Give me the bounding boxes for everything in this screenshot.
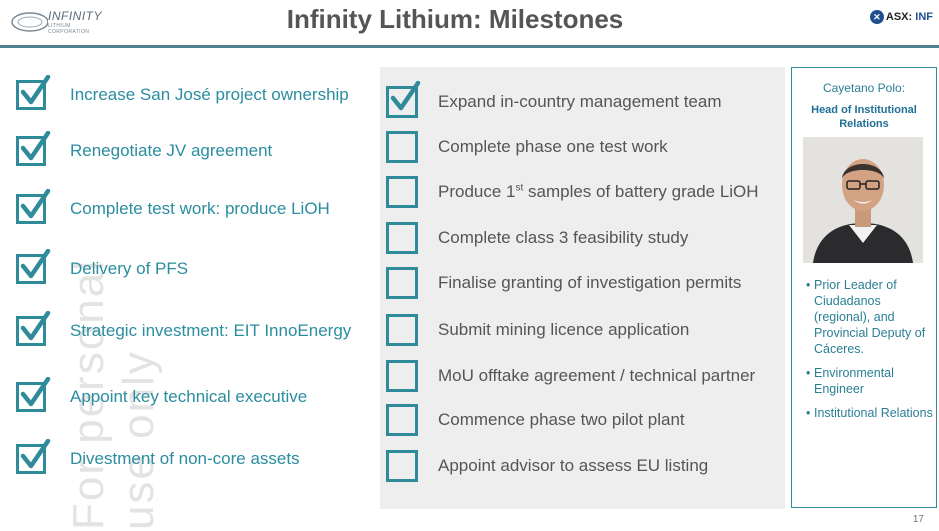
completed-milestone-item: Appoint key technical executive	[16, 377, 308, 412]
milestone-checkbox	[386, 222, 418, 254]
milestone-label: Expand in-country management team	[438, 92, 722, 111]
upcoming-milestone-item: MoU offtake agreement / technical partne…	[386, 360, 755, 392]
profile-bullet-text: Environmental Engineer	[814, 366, 894, 396]
company-logo: INFINITY LITHIUM CORPORATION	[8, 6, 104, 40]
checkmark-icon	[20, 75, 51, 105]
slide-header: INFINITY LITHIUM CORPORATION Infinity Li…	[0, 0, 939, 48]
milestone-label-pre: Produce 1	[438, 182, 516, 201]
checkmark-icon	[20, 377, 51, 407]
milestone-checkbox	[386, 314, 418, 346]
asx-ticker: ✕ ASX: INF	[869, 10, 933, 24]
profile-name: Cayetano Polo:	[822, 81, 906, 95]
profile-photo	[803, 137, 923, 263]
asx-code: INF	[915, 11, 933, 23]
header-divider	[0, 45, 939, 48]
profile-bullets: • Prior Leader of Ciudadanos (regional), …	[806, 277, 934, 429]
upcoming-milestone-item: Complete class 3 feasibility study	[386, 222, 688, 254]
upcoming-milestone-item: Complete phase one test work	[386, 131, 668, 163]
milestone-checkbox	[16, 75, 51, 110]
asx-logo-icon: ✕	[869, 10, 884, 24]
profile-bullet-text: Institutional Relations	[814, 406, 933, 420]
asx-separator: :	[908, 11, 913, 23]
infinity-logo-icon	[11, 12, 49, 32]
upcoming-milestone-item: Expand in-country management team	[386, 81, 722, 118]
checkmark-icon	[20, 189, 51, 219]
checkmark-icon	[390, 81, 421, 111]
milestone-checkbox	[386, 450, 418, 482]
page-number: 17	[912, 514, 924, 525]
profile-bullet-item: • Environmental Engineer	[806, 365, 934, 397]
profile-bullet-item: • Institutional Relations	[806, 405, 934, 421]
milestone-label-post: samples of battery grade LiOH	[523, 182, 759, 201]
milestone-checkbox	[16, 439, 51, 474]
checkmark-icon	[20, 131, 51, 161]
bullet-dot-icon: •	[806, 366, 811, 380]
upcoming-milestone-item: Submit mining licence application	[386, 314, 689, 346]
completed-milestone-item: Delivery of PFS	[16, 249, 189, 284]
milestone-label: Produce 1st samples of battery grade LiO…	[438, 182, 759, 202]
checkmark-icon	[20, 439, 51, 469]
upcoming-milestone-item: Appoint advisor to assess EU listing	[386, 450, 708, 482]
page-title: Infinity Lithium: Milestones	[286, 4, 624, 34]
milestone-label: Commence phase two pilot plant	[438, 410, 685, 429]
bullet-dot-icon: •	[806, 406, 811, 420]
milestone-label-sup: st	[515, 182, 524, 194]
bullet-dot-icon: •	[806, 278, 811, 292]
milestone-checkbox	[16, 131, 51, 166]
asx-label: ASX	[885, 11, 909, 23]
checkmark-icon	[20, 249, 51, 279]
completed-milestone-item: Increase San José project ownership	[16, 75, 349, 110]
milestone-checkbox	[386, 131, 418, 163]
milestone-checkbox	[16, 311, 51, 346]
completed-milestone-item: Renegotiate JV agreement	[16, 131, 273, 166]
milestone-checkbox	[386, 267, 418, 299]
milestone-checkbox	[386, 81, 421, 118]
milestone-label: Delivery of PFS	[70, 259, 189, 278]
milestone-label: Complete test work: produce LiOH	[70, 199, 330, 218]
completed-milestone-item: Complete test work: produce LiOH	[16, 189, 330, 224]
upcoming-milestones-panel	[380, 67, 785, 509]
upcoming-milestone-item: Finalise granting of investigation permi…	[386, 267, 741, 299]
milestone-checkbox	[16, 189, 51, 224]
checkmark-icon	[20, 311, 51, 341]
milestone-label: Submit mining licence application	[438, 320, 690, 339]
milestone-label: MoU offtake agreement / technical partne…	[438, 366, 756, 385]
upcoming-milestone-item: Commence phase two pilot plant	[386, 404, 685, 436]
profile-card: Cayetano Polo: Head of Institutional Rel…	[791, 67, 937, 508]
milestone-checkbox	[386, 176, 418, 208]
portrait-image	[803, 137, 923, 263]
milestone-checkbox	[386, 404, 418, 436]
milestone-checkbox	[16, 249, 51, 284]
completed-milestone-item: Strategic investment: EIT InnoEnergy	[16, 311, 352, 346]
logo-subtext: LITHIUM CORPORATION	[48, 23, 90, 35]
milestone-checkbox	[16, 377, 51, 412]
milestone-checkbox	[386, 360, 418, 392]
milestone-label: Divestment of non-core assets	[70, 449, 300, 468]
upcoming-milestone-item: Produce 1st samples of battery grade LiO…	[386, 176, 759, 208]
milestone-label: Appoint advisor to assess EU listing	[438, 456, 709, 475]
milestone-label: Strategic investment: EIT InnoEnergy	[70, 321, 352, 340]
milestone-label: Appoint key technical executive	[70, 387, 308, 406]
logo-text: INFINITY	[48, 9, 102, 23]
milestone-label: Increase San José project ownership	[70, 85, 349, 104]
milestone-label: Renegotiate JV agreement	[70, 141, 273, 160]
completed-milestone-item: Divestment of non-core assets	[16, 439, 300, 474]
profile-bullet-item: • Prior Leader of Ciudadanos (regional), …	[806, 277, 934, 357]
profile-bullet-text: Prior Leader of Ciudadanos (regional), a…	[814, 278, 926, 356]
milestone-label: Complete class 3 feasibility study	[438, 228, 689, 247]
milestone-label: Finalise granting of investigation permi…	[438, 273, 742, 292]
profile-role: Head of Institutional Relations	[811, 104, 917, 130]
milestone-label: Complete phase one test work	[438, 137, 668, 156]
